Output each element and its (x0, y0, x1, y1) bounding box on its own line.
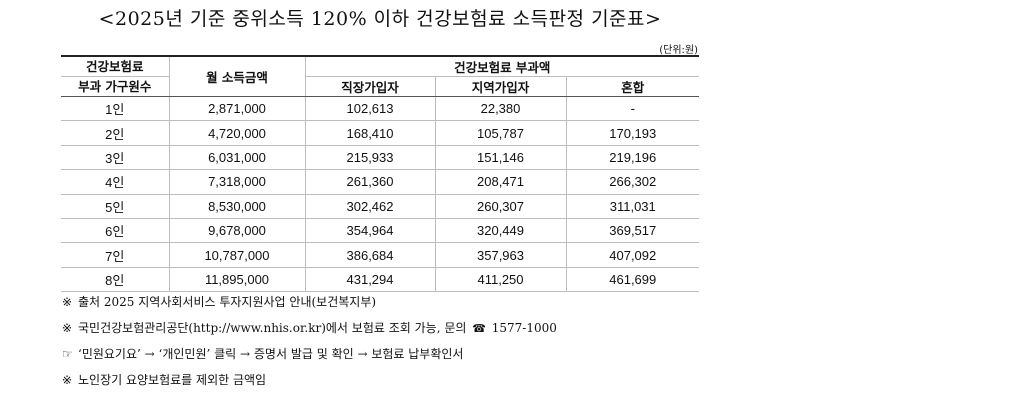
table-row: 3인 6,031,000 215,933 151,146 219,196 (61, 145, 700, 171)
cell-income: 10,787,000 (169, 242, 306, 268)
cell-household: 1인 (61, 96, 170, 122)
cell-household: 6인 (61, 218, 170, 244)
cell-mixed: 266,302 (566, 169, 700, 195)
note-mark: ※ (62, 321, 73, 335)
cell-household: 4인 (61, 169, 170, 195)
cell-household: 8인 (61, 267, 170, 293)
note-mark: ※ (62, 373, 73, 387)
cell-mixed: 170,193 (566, 120, 700, 146)
table-row: 8인 11,895,000 431,294 411,250 461,699 (61, 267, 700, 293)
cell-regional: 105,787 (435, 120, 567, 146)
note-text: 노인장기 요양보험료를 제외한 금액임 (78, 373, 267, 387)
cell-regional: 22,380 (435, 96, 567, 122)
cell-mixed: 461,699 (566, 267, 700, 293)
document-title: <2025년 기준 중위소득 120% 이하 건강보험료 소득판정 기준표> (98, 8, 662, 30)
cell-income: 7,318,000 (169, 169, 306, 195)
cell-mixed: 407,092 (566, 242, 700, 268)
header-household-line1: 건강보험료 (61, 56, 170, 77)
cell-income: 4,720,000 (169, 120, 306, 146)
header-household-line2: 부과 가구원수 (61, 76, 170, 97)
cell-regional: 260,307 (435, 194, 567, 219)
cell-mixed: - (566, 96, 700, 122)
table-row: 2인 4,720,000 168,410 105,787 170,193 (61, 120, 700, 146)
phone-number: 1577-1000 (491, 321, 557, 335)
cell-employee: 386,684 (305, 242, 436, 268)
cell-regional: 208,471 (435, 169, 567, 195)
income-premium-table: 건강보험료 월 소득금액 건강보험료 부과액 부과 가구원수 직장가입자 지역가… (61, 55, 700, 293)
phone-icon: ☎ (472, 322, 486, 335)
cell-employee: 354,964 (305, 218, 436, 244)
unit-label: (단위:원) (659, 45, 698, 56)
cell-household: 2인 (61, 120, 170, 146)
cell-income: 2,871,000 (169, 96, 306, 122)
note-exclusion: ※ 노인장기 요양보험료를 제외한 금액임 (62, 371, 557, 397)
note-procedure: ☞ ‘민원요기요’ → ‘개인민원’ 클릭 → 증명서 발급 및 확인 → 보험료… (62, 345, 557, 371)
cell-mixed: 369,517 (566, 218, 700, 244)
cell-mixed: 219,196 (566, 145, 700, 171)
header-regional: 지역가입자 (435, 76, 567, 97)
note-text: 출처 2025 지역사회서비스 투자지원사업 안내(보건복지부) (78, 295, 377, 309)
cell-income: 11,895,000 (169, 267, 306, 293)
cell-regional: 320,449 (435, 218, 567, 244)
cell-income: 9,678,000 (169, 218, 306, 244)
note-mark: ※ (62, 295, 73, 309)
cell-household: 5인 (61, 194, 170, 219)
cell-employee: 431,294 (305, 267, 436, 293)
cell-employee: 215,933 (305, 145, 436, 171)
cell-household: 3인 (61, 145, 170, 171)
cell-household: 7인 (61, 242, 170, 268)
cell-employee: 261,360 (305, 169, 436, 195)
cell-mixed: 311,031 (566, 194, 700, 219)
cell-income: 8,530,000 (169, 194, 306, 219)
table-row: 5인 8,530,000 302,462 260,307 311,031 (61, 194, 700, 219)
header-employee: 직장가입자 (305, 76, 436, 97)
notes-section: ※ 출처 2025 지역사회서비스 투자지원사업 안내(보건복지부) ※ 국민건강보… (62, 293, 557, 397)
table-row: 7인 10,787,000 386,684 357,963 407,092 (61, 242, 700, 268)
table-row: 1인 2,871,000 102,613 22,380 - (61, 96, 700, 122)
cell-employee: 302,462 (305, 194, 436, 219)
note-text: ‘민원요기요’ → ‘개인민원’ 클릭 → 증명서 발급 및 확인 → 보험료 … (78, 347, 464, 361)
cell-employee: 102,613 (305, 96, 436, 122)
header-income: 월 소득금액 (169, 56, 306, 97)
table-row: 4인 7,318,000 261,360 208,471 266,302 (61, 169, 700, 195)
cell-employee: 168,410 (305, 120, 436, 146)
note-text: 국민건강보험관리공단(http://www.nhis.or.kr)에서 보험료 … (78, 321, 467, 335)
note-nhis: ※ 국민건강보험관리공단(http://www.nhis.or.kr)에서 보험료… (62, 319, 557, 345)
table-row: 6인 9,678,000 354,964 320,449 369,517 (61, 218, 700, 244)
cell-regional: 151,146 (435, 145, 567, 171)
note-source: ※ 출처 2025 지역사회서비스 투자지원사업 안내(보건복지부) (62, 293, 557, 319)
pointing-hand-icon: ☞ (62, 347, 73, 361)
header-premium-group: 건강보험료 부과액 (305, 56, 700, 77)
cell-income: 6,031,000 (169, 145, 306, 171)
header-mixed: 혼합 (566, 76, 700, 97)
cell-regional: 357,963 (435, 242, 567, 268)
cell-regional: 411,250 (435, 267, 567, 293)
